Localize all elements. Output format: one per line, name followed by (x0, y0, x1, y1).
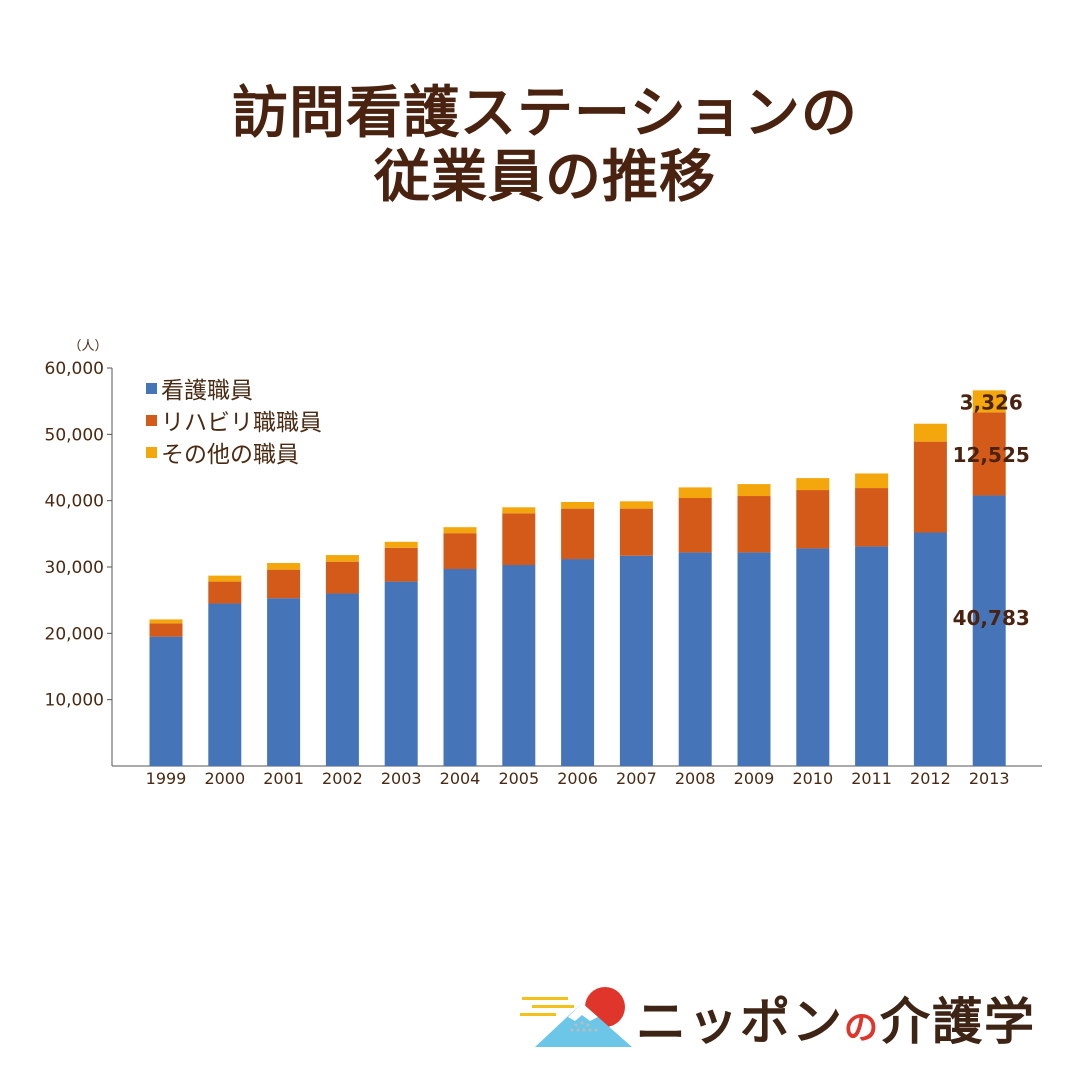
bar-segment (384, 541, 418, 548)
data-label: 3,326 (960, 390, 1023, 414)
bar-segment (561, 508, 595, 560)
bar-segment (267, 563, 301, 570)
bar-segment (149, 623, 183, 637)
x-tick-label: 2006 (557, 769, 598, 788)
bar-segment (502, 565, 536, 766)
x-tick-label: 2009 (734, 769, 775, 788)
y-tick-label: 30,000 (45, 558, 104, 578)
bar-segment (384, 581, 418, 766)
y-tick-label: 10,000 (45, 691, 104, 711)
bar-segment (913, 423, 947, 442)
bar-segment (149, 636, 183, 766)
y-tick-label: 40,000 (45, 492, 104, 512)
bar-segment (796, 548, 830, 766)
bar-segment (678, 552, 712, 766)
bar-segment (502, 507, 536, 514)
bar-segment (796, 478, 830, 491)
bar-segment (913, 532, 947, 766)
bar-segment (502, 513, 536, 566)
bar-segment (737, 496, 771, 553)
bar-segment (325, 555, 359, 562)
bar-segment (267, 598, 301, 766)
bar-segment (913, 441, 947, 533)
x-tick-label: 2004 (440, 769, 481, 788)
legend-label-other: その他の職員 (161, 442, 299, 468)
bar-segment (855, 473, 889, 489)
data-label: 12,525 (953, 443, 1030, 467)
logo-wordmark: ニッポンの介護学 (636, 992, 1036, 1058)
logo-text-main: ニッポン (636, 993, 844, 1051)
x-tick-label: 2007 (616, 769, 657, 788)
bar-segment (384, 547, 418, 582)
legend-item-nurses: 看護職員 (146, 372, 322, 404)
y-tick-label: 60,000 (45, 359, 104, 379)
x-tick-label: 2012 (910, 769, 951, 788)
y-tick-label: 50,000 (45, 425, 104, 445)
logo-mountain-sun-icon (520, 987, 632, 1047)
bar-segment (737, 552, 771, 766)
y-tick-label: 20,000 (45, 624, 104, 644)
x-tick-label: 2000 (204, 769, 245, 788)
bar-segment (561, 559, 595, 766)
data-label: 40,783 (953, 606, 1030, 630)
x-tick-label: 2003 (381, 769, 422, 788)
y-unit-label: （人） (68, 339, 107, 354)
x-tick-label: 2011 (851, 769, 892, 788)
bar-segment (737, 484, 771, 497)
x-tick-label: 2002 (322, 769, 363, 788)
bar-segment (855, 488, 889, 547)
x-tick-label: 1999 (146, 769, 187, 788)
bar-segment (678, 498, 712, 553)
bar-segment (208, 575, 242, 582)
bar-segment (561, 501, 595, 509)
bar-segment (796, 490, 830, 549)
bar-segment (972, 412, 1006, 496)
x-tick-label: 2010 (792, 769, 833, 788)
chart-title-line1: 訪問看護ステーションの (232, 81, 858, 146)
legend-swatch-rehab (146, 414, 157, 426)
bar-segment (972, 390, 1006, 413)
bar-segment (972, 495, 1006, 766)
bar-segment (325, 593, 359, 766)
bar-segment (149, 619, 183, 624)
x-tick-label: 2008 (675, 769, 716, 788)
bar-segment (208, 603, 242, 766)
logo-text-no: の (844, 1008, 880, 1048)
bar-segment (208, 581, 242, 604)
bar-segment (443, 533, 477, 569)
bar-segment (678, 487, 712, 499)
legend-label-nurses: 看護職員 (161, 378, 253, 404)
legend-item-other: その他の職員 (146, 436, 322, 468)
bar-segment (619, 555, 653, 766)
bar-segment (443, 527, 477, 534)
x-tick-label: 2001 (263, 769, 304, 788)
x-tick-label: 2013 (969, 769, 1010, 788)
bar-segment (619, 508, 653, 556)
legend-label-rehab: リハビリ職職員 (161, 410, 322, 436)
bar-segment (267, 569, 301, 599)
bar-segment (855, 546, 889, 766)
legend-item-rehab: リハビリ職職員 (146, 404, 322, 436)
logo-text-end: 介護学 (880, 993, 1036, 1051)
bar-segment (325, 561, 359, 594)
bar-segment (443, 568, 477, 766)
bar-segment (619, 501, 653, 509)
legend-swatch-nurses (146, 382, 157, 394)
x-tick-label: 2005 (498, 769, 539, 788)
legend: 看護職員 リハビリ職職員 その他の職員 (146, 372, 322, 468)
chart-title-line2: 従業員の推移 (374, 145, 716, 210)
legend-swatch-other (146, 446, 157, 458)
